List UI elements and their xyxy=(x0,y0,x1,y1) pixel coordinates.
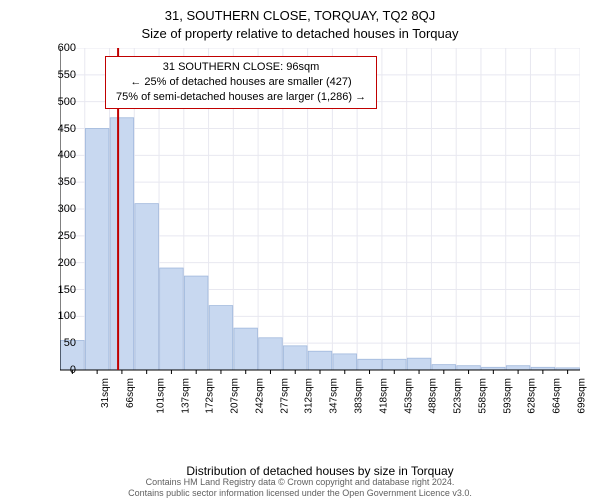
y-tick: 550 xyxy=(46,69,76,81)
x-tick: 207sqm xyxy=(230,378,241,414)
annotation-line2: ← 25% of detached houses are smaller (42… xyxy=(116,75,366,90)
x-tick: 31sqm xyxy=(100,378,111,408)
x-tick: 523sqm xyxy=(453,378,464,414)
footer-line2: Contains public sector information licen… xyxy=(0,488,600,498)
y-tick: 350 xyxy=(46,176,76,188)
y-tick: 150 xyxy=(46,284,76,296)
x-tick: 172sqm xyxy=(205,378,216,414)
y-tick: 400 xyxy=(46,149,76,161)
x-tick: 558sqm xyxy=(477,378,488,414)
x-tick: 593sqm xyxy=(502,378,513,414)
x-tick: 242sqm xyxy=(255,378,266,414)
y-tick: 450 xyxy=(46,123,76,135)
x-tick: 137sqm xyxy=(180,378,191,414)
annotation-line1: 31 SOUTHERN CLOSE: 96sqm xyxy=(116,60,366,75)
y-tick: 600 xyxy=(46,42,76,54)
footer: Contains HM Land Registry data © Crown c… xyxy=(0,477,600,498)
x-tick: 66sqm xyxy=(125,378,136,408)
y-tick: 200 xyxy=(46,257,76,269)
chart-container: 31, SOUTHERN CLOSE, TORQUAY, TQ2 8QJ Siz… xyxy=(0,0,600,500)
footer-line1: Contains HM Land Registry data © Crown c… xyxy=(0,477,600,487)
y-tick: 50 xyxy=(46,337,76,349)
x-tick: 699sqm xyxy=(576,378,587,414)
chart-title-address: 31, SOUTHERN CLOSE, TORQUAY, TQ2 8QJ xyxy=(0,8,600,23)
x-tick: 277sqm xyxy=(279,378,290,414)
x-tick: 488sqm xyxy=(428,378,439,414)
y-tick: 250 xyxy=(46,230,76,242)
x-tick: 383sqm xyxy=(354,378,365,414)
x-tick: 453sqm xyxy=(403,378,414,414)
x-tick: 664sqm xyxy=(552,378,563,414)
y-tick: 100 xyxy=(46,310,76,322)
y-tick: 500 xyxy=(46,96,76,108)
annotation-box: 31 SOUTHERN CLOSE: 96sqm ← 25% of detach… xyxy=(105,56,377,109)
x-tick: 347sqm xyxy=(329,378,340,414)
annotation-line3: 75% of semi-detached houses are larger (… xyxy=(116,90,366,105)
y-tick: 0 xyxy=(46,364,76,376)
y-tick: 300 xyxy=(46,203,76,215)
x-axis-label: Distribution of detached houses by size … xyxy=(60,464,580,478)
x-tick: 418sqm xyxy=(378,378,389,414)
x-tick: 312sqm xyxy=(304,378,315,414)
x-tick: 628sqm xyxy=(527,378,538,414)
x-tick: 101sqm xyxy=(155,378,166,414)
chart-subtitle: Size of property relative to detached ho… xyxy=(0,26,600,41)
